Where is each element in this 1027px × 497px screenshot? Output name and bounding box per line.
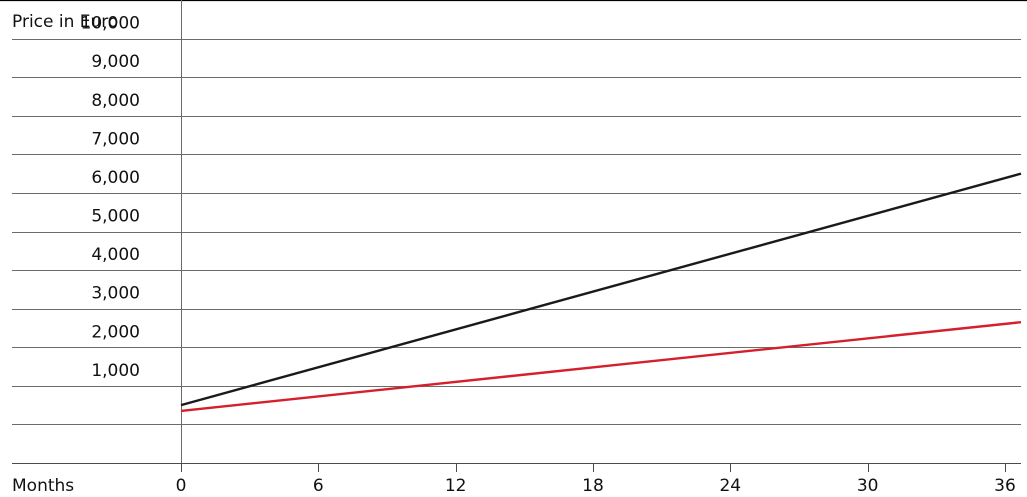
y-tick-label: 7,000: [91, 129, 140, 149]
y-tick-label: 5,000: [91, 207, 140, 227]
x-tick-label: 18: [582, 476, 604, 496]
x-tick-label: 12: [445, 476, 467, 496]
x-tick-label: 30: [857, 476, 879, 496]
y-tick-label: 8,000: [91, 91, 140, 111]
y-axis-title: Price in Euro: [12, 12, 118, 32]
y-tick-label: 6,000: [91, 168, 140, 188]
y-tick-label: 10,000: [81, 14, 140, 34]
y-tick-labels: 1,000 2,000 3,000 4,000 5,000 6,000 7,000 8,000…: [81, 14, 140, 381]
x-tick-labels: 0 6 12 18 24 30 36: [176, 476, 1016, 496]
y-tick-label: 2,000: [91, 322, 140, 342]
x-tick-label: 24: [719, 476, 741, 496]
series-line: [180, 321, 1022, 413]
y-tick-label: 9,000: [91, 52, 140, 72]
y-tick-label: 4,000: [91, 245, 140, 265]
x-tick-label: 6: [313, 476, 324, 496]
x-tick-label: 0: [176, 476, 187, 496]
x-tick-label: 36: [994, 476, 1016, 496]
y-tick-label: 3,000: [91, 284, 140, 304]
x-axis-title: Months: [12, 476, 74, 496]
axes: [0, 0, 1027, 472]
series: [180, 172, 1022, 413]
y-tick-label: 1,000: [91, 361, 140, 381]
series-line: [180, 172, 1022, 407]
grid: [12, 39, 1021, 425]
